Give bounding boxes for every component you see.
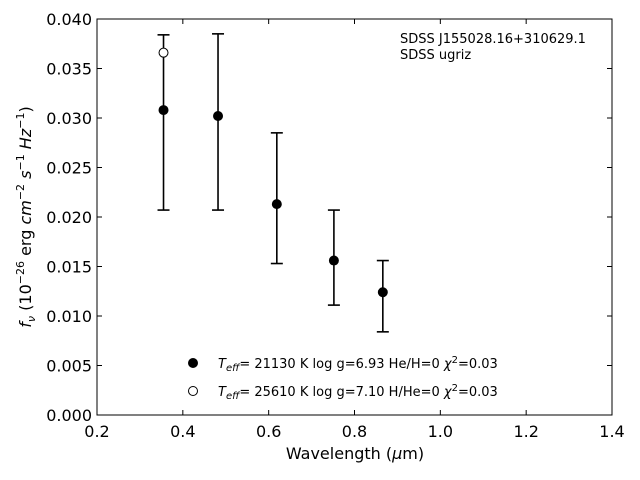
y-tick-label: 0.030 xyxy=(46,109,92,128)
filter-set-annotation: SDSS ugriz xyxy=(400,48,471,63)
y-tick-label: 0.005 xyxy=(46,357,92,376)
x-tick-label: 0.8 xyxy=(342,422,367,441)
model-point-filled xyxy=(213,111,224,122)
x-axis-label: Wavelength (μm) xyxy=(286,444,424,463)
legend-marker-filled xyxy=(188,358,198,368)
legend-entry-1: Teff= 21130 K log g=6.93 He/H=0 χ2=0.03 xyxy=(218,355,498,374)
model-point-filled xyxy=(271,199,282,210)
y-tick-label: 0.025 xyxy=(46,159,92,178)
y-axis-ticks: 0.000 0.005 0.010 0.015 0.020 0.025 0.030 0.035… xyxy=(46,10,612,425)
legend-marker-open xyxy=(188,386,198,396)
x-tick-label: 1.4 xyxy=(599,422,624,441)
axes-frame xyxy=(96,18,613,416)
x-tick-label: 0.4 xyxy=(170,422,195,441)
y-axis-label: fν (10−26 erg cm−2 s−1 Hz−1) xyxy=(14,106,38,327)
y-tick-label: 0.035 xyxy=(46,60,92,79)
model-point-filled xyxy=(377,287,388,298)
model-point-open xyxy=(158,47,169,58)
plot-area-border xyxy=(96,18,613,416)
y-tick-label: 0.020 xyxy=(46,208,92,227)
x-axis-ticks: 0.2 0.4 0.6 0.8 1.0 1.2 1.4 xyxy=(84,19,625,441)
model-point-filled xyxy=(158,105,169,116)
x-tick-label: 1.0 xyxy=(428,422,453,441)
model-point-filled xyxy=(328,255,339,266)
y-tick-label: 0.010 xyxy=(46,307,92,326)
y-tick-label: 0.040 xyxy=(46,10,92,29)
x-tick-label: 0.2 xyxy=(84,422,109,441)
object-name-annotation: SDSS J155028.16+310629.1 xyxy=(400,32,586,47)
y-tick-label: 0.000 xyxy=(46,406,92,425)
legend-entry-2: Teff= 25610 K log g=7.10 H/He=0 χ2=0.03 xyxy=(218,383,498,402)
legend: Teff= 21130 K log g=6.93 He/H=0 χ2=0.03 … xyxy=(188,355,498,402)
x-tick-label: 0.6 xyxy=(256,422,281,441)
data-points xyxy=(158,47,388,298)
x-tick-label: 1.2 xyxy=(513,422,538,441)
y-tick-label: 0.015 xyxy=(46,258,92,277)
error-bars xyxy=(157,33,389,333)
